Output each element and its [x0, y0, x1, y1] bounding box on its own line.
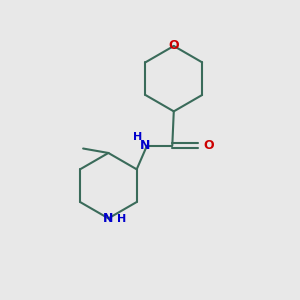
- Text: O: O: [203, 139, 214, 152]
- Text: O: O: [169, 40, 179, 52]
- Text: N: N: [103, 212, 114, 225]
- Text: H: H: [133, 132, 142, 142]
- Text: H: H: [117, 214, 126, 224]
- Text: N: N: [140, 139, 151, 152]
